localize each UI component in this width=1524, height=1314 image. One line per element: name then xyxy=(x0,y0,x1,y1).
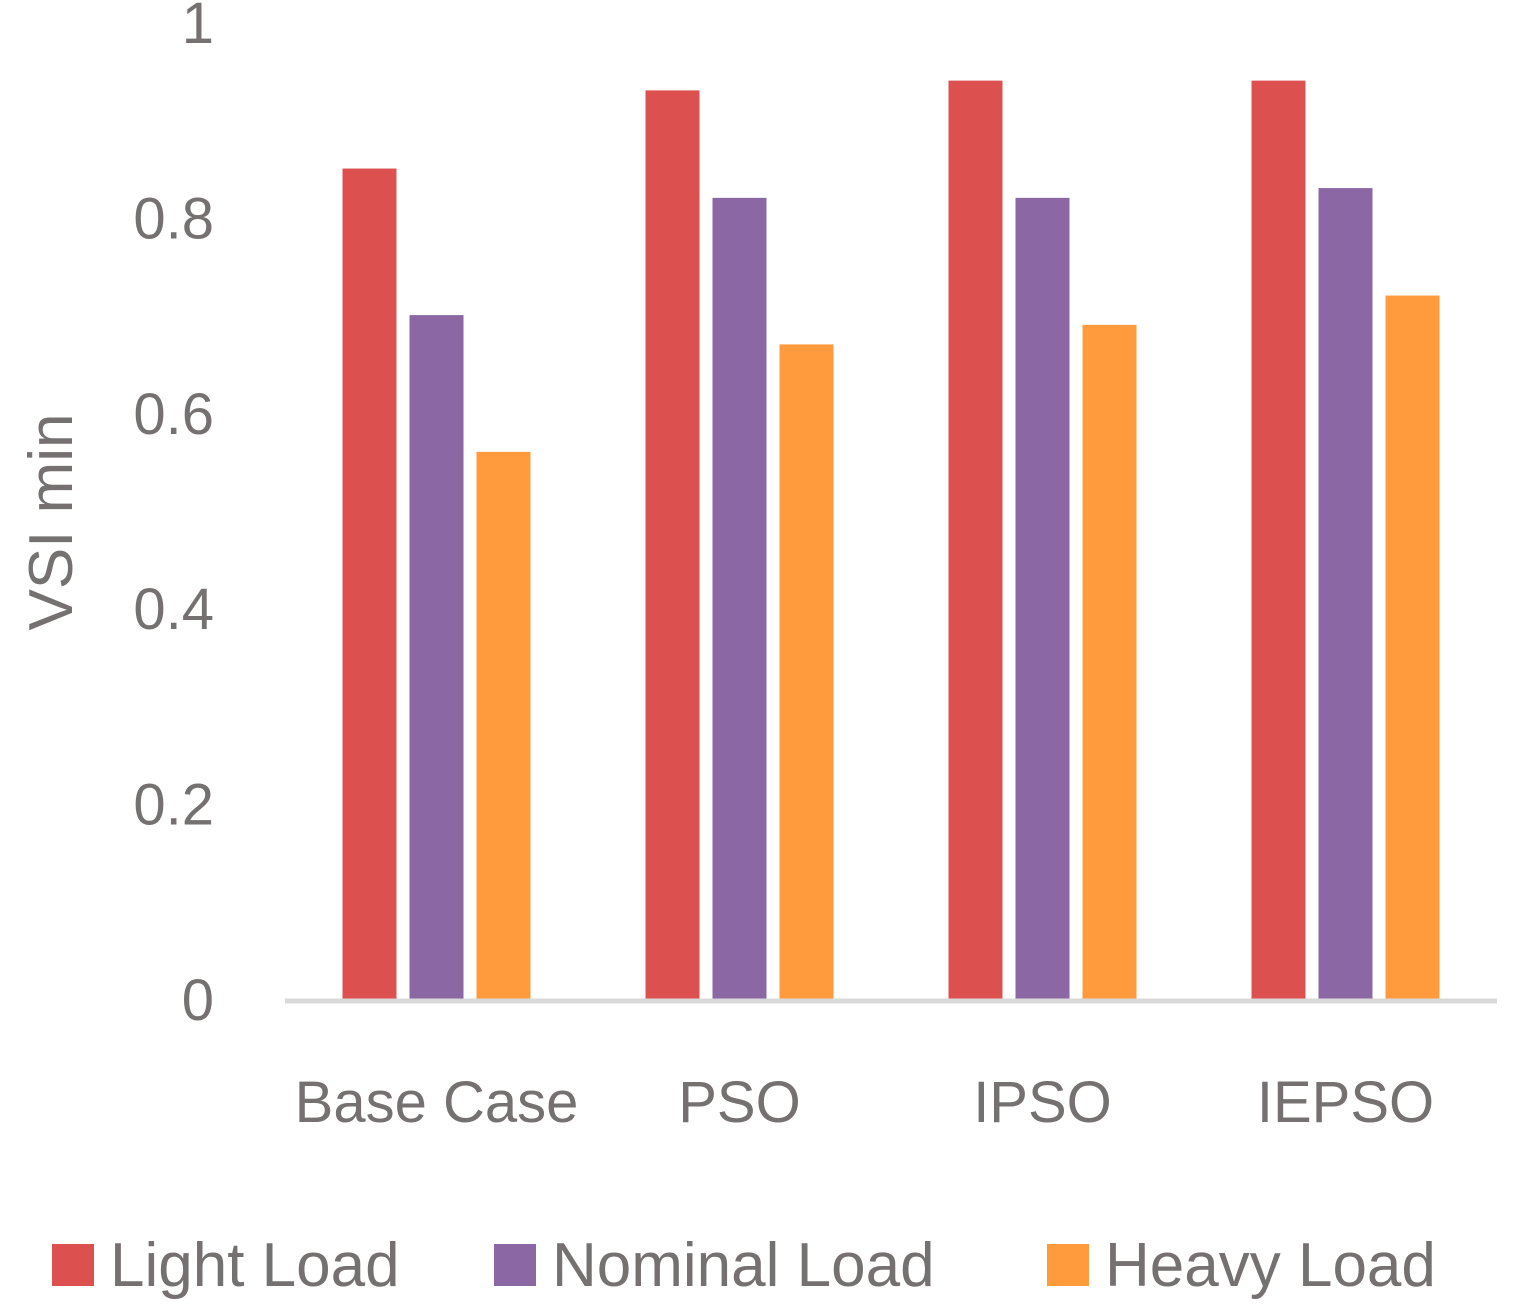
legend-swatch-nominal-load xyxy=(494,1244,536,1286)
y-tick-label: 0.2 xyxy=(133,773,214,838)
legend-label: Heavy Load xyxy=(1105,1231,1436,1300)
legend-label: Nominal Load xyxy=(552,1231,935,1300)
bar-light-load-ipso xyxy=(948,80,1003,1000)
bar-light-load-base-case xyxy=(342,168,397,1000)
y-tick-label: 0.8 xyxy=(133,186,214,251)
bar-heavy-load-iepso xyxy=(1385,295,1440,999)
y-axis-title: VSI min xyxy=(17,413,86,630)
bar-light-load-pso xyxy=(645,90,700,999)
x-tick-label: IPSO xyxy=(973,1070,1112,1135)
y-tick-label: 0 xyxy=(182,968,214,1033)
bars-group xyxy=(342,80,1440,1000)
bar-nominal-load-iepso xyxy=(1318,188,1373,1000)
bar-heavy-load-pso xyxy=(779,344,834,999)
bar-heavy-load-base-case xyxy=(476,451,531,999)
bar-nominal-load-pso xyxy=(712,197,767,1000)
legend-swatch-heavy-load xyxy=(1047,1244,1089,1286)
y-axis-ticks: 0 0.2 0.4 0.6 0.8 1 xyxy=(133,0,214,1033)
bar-nominal-load-base-case xyxy=(409,315,464,1000)
legend-label: Light Load xyxy=(110,1231,400,1300)
bar-heavy-load-ipso xyxy=(1082,324,1137,999)
y-tick-label: 0.6 xyxy=(133,382,214,447)
x-tick-label: IEPSO xyxy=(1257,1070,1434,1135)
y-tick-label: 1 xyxy=(182,0,214,56)
legend-swatch-light-load xyxy=(52,1244,94,1286)
x-tick-label: PSO xyxy=(678,1070,801,1135)
x-tick-label: Base Case xyxy=(295,1070,579,1135)
legend: Light Load Nominal Load Heavy Load xyxy=(52,1231,1436,1300)
bar-nominal-load-ipso xyxy=(1015,197,1070,1000)
y-tick-label: 0.4 xyxy=(133,577,214,642)
x-axis-labels: Base Case PSO IPSO IEPSO xyxy=(295,1070,1435,1135)
bar-light-load-iepso xyxy=(1251,80,1306,1000)
